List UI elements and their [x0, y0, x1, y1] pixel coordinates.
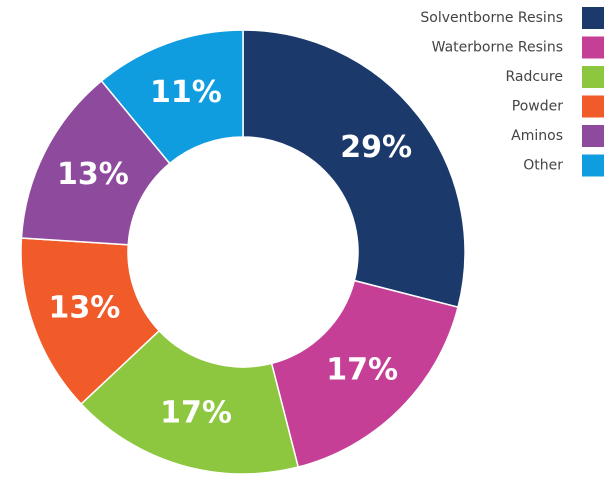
- legend-swatch: [582, 154, 604, 177]
- slice-label: 29%: [340, 130, 412, 165]
- legend-swatch: [582, 7, 604, 29]
- legend-label: Other: [523, 158, 563, 174]
- slice-label: 17%: [326, 353, 398, 388]
- legend-label: Solventborne Resins: [420, 10, 563, 26]
- slice: [270, 279, 459, 468]
- slice-label: 17%: [160, 395, 232, 430]
- slice: [242, 29, 466, 309]
- legend-swatch: [582, 125, 604, 147]
- legend-swatch: [582, 95, 604, 118]
- legend-label: Aminos: [511, 128, 563, 144]
- slice-label: 13%: [49, 291, 121, 326]
- legend-label: Waterborne Resins: [432, 40, 563, 56]
- legend-label: Powder: [512, 99, 563, 115]
- slice: [80, 329, 300, 475]
- legend-swatch: [582, 36, 604, 59]
- slice-label: 13%: [57, 157, 129, 192]
- legend-swatch: [582, 66, 604, 88]
- legend-label: Radcure: [505, 69, 563, 85]
- slice: [100, 29, 244, 165]
- slice-label: 11%: [150, 75, 222, 110]
